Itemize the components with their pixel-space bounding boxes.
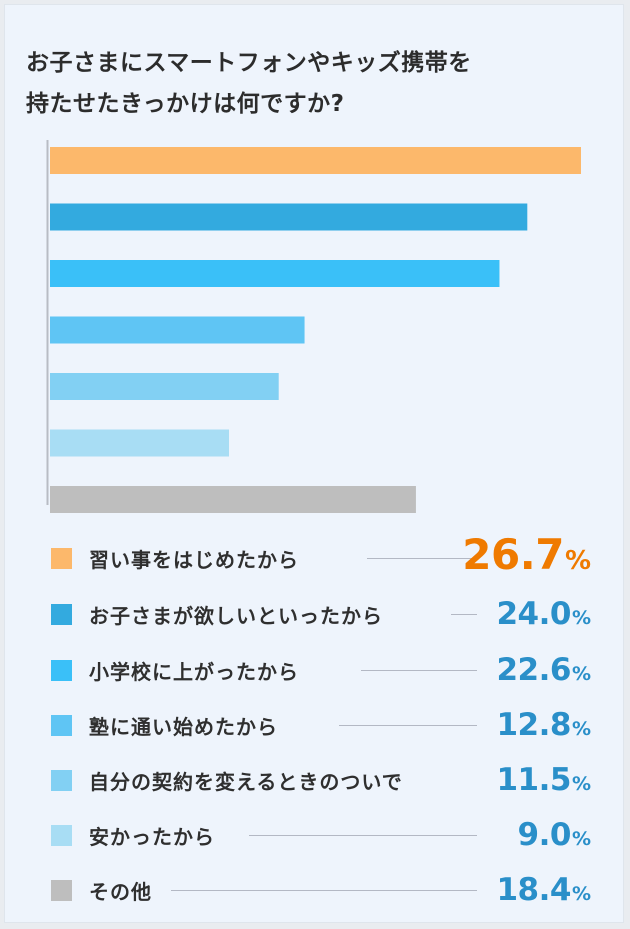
bar-2 xyxy=(50,203,528,231)
legend-label: 自分の契約を変えるときのついで xyxy=(89,770,403,794)
legend-swatch xyxy=(51,548,72,569)
leader-line xyxy=(367,558,477,559)
legend-item: 安かったから 9.0% xyxy=(51,815,611,855)
legend-item: 自分の契約を変えるときのついで 11.5% xyxy=(51,760,611,800)
bar-1 xyxy=(50,147,581,174)
legend-item: 塾に通い始めたから 12.8% xyxy=(51,705,611,745)
value-number: 11.5 xyxy=(496,762,571,798)
chart-title: お子さまにスマートフォンやキッズ携帯を 持たせたきっかけは何ですか? xyxy=(26,43,472,125)
legend-label: 習い事をはじめたから xyxy=(89,548,299,572)
legend-item: その他 18.4% xyxy=(51,870,611,910)
legend-item: 習い事をはじめたから 26.7% xyxy=(51,530,611,579)
percent-sign: % xyxy=(571,607,591,629)
percent-sign: % xyxy=(571,883,591,905)
value-label: 26.7% xyxy=(462,530,591,579)
value-label: 18.4% xyxy=(496,872,591,908)
value-label: 24.0% xyxy=(496,596,591,632)
value-number: 22.6 xyxy=(496,652,571,688)
value-label: 12.8% xyxy=(496,707,591,743)
leader-line xyxy=(249,835,477,836)
legend-swatch xyxy=(51,770,72,791)
legend-swatch xyxy=(51,880,72,901)
percent-sign: % xyxy=(571,663,591,685)
value-label: 9.0% xyxy=(518,817,591,853)
legend-swatch xyxy=(51,604,72,625)
value-label: 22.6% xyxy=(496,652,591,688)
bar-6 xyxy=(50,429,229,457)
legend-swatch xyxy=(51,660,72,681)
legend-label: 塾に通い始めたから xyxy=(89,715,278,739)
legend-label: お子さまが欲しいといったから xyxy=(89,604,383,628)
bar-4 xyxy=(50,316,305,344)
leader-line xyxy=(339,725,477,726)
bar-7 xyxy=(50,486,416,513)
percent-sign: % xyxy=(564,546,591,576)
legend-label: 安かったから xyxy=(89,825,215,849)
bar-5 xyxy=(50,373,279,400)
legend-item: お子さまが欲しいといったから 24.0% xyxy=(51,594,611,634)
legend-swatch xyxy=(51,715,72,736)
legend-label: その他 xyxy=(89,880,152,904)
percent-sign: % xyxy=(571,718,591,740)
value-number: 12.8 xyxy=(496,707,571,743)
value-number: 9.0 xyxy=(517,817,572,853)
legend-swatch xyxy=(51,825,72,846)
value-label: 11.5% xyxy=(496,762,591,798)
leader-line xyxy=(451,614,477,615)
legend-label: 小学校に上がったから xyxy=(89,660,299,684)
value-number: 18.4 xyxy=(496,872,571,908)
leader-line xyxy=(171,890,477,891)
bar-chart xyxy=(46,140,581,513)
legend-item: 小学校に上がったから 22.6% xyxy=(51,650,611,690)
chart-title-line-1: お子さまにスマートフォンやキッズ携帯を xyxy=(26,50,472,76)
percent-sign: % xyxy=(571,773,591,795)
chart-title-line-2: 持たせたきっかけは何ですか? xyxy=(26,91,345,117)
bar-3 xyxy=(50,260,500,287)
value-number: 26.7 xyxy=(462,530,564,579)
chart-card: お子さまにスマートフォンやキッズ携帯を 持たせたきっかけは何ですか? 習い事をは… xyxy=(4,4,624,923)
leader-line xyxy=(361,670,477,671)
percent-sign: % xyxy=(571,828,591,850)
value-number: 24.0 xyxy=(496,596,571,632)
